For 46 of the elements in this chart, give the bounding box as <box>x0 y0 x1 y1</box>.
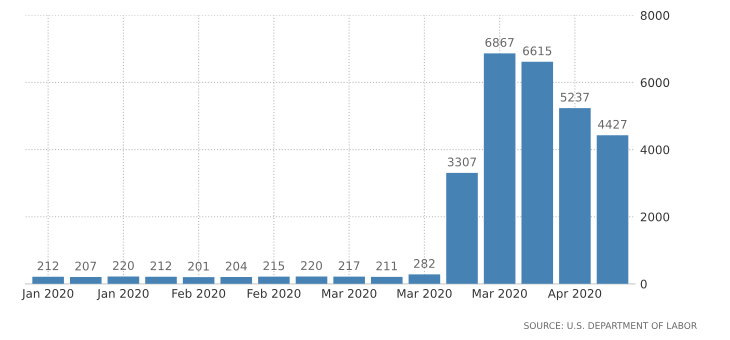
data-label: 215 <box>263 261 284 270</box>
source-note: SOURCE: U.S. DEPARTMENT OF LABOR <box>524 322 697 330</box>
bar <box>559 108 591 284</box>
x-tick-label: Mar 2020 <box>398 288 452 298</box>
bar <box>370 276 403 284</box>
bar <box>521 62 554 284</box>
data-label: 211 <box>376 261 397 270</box>
data-label: 3307 <box>448 157 476 166</box>
x-tick-label: Jan 2020 <box>96 288 149 300</box>
bar <box>220 277 252 284</box>
x-tick-label: Mar 2020 <box>322 288 376 298</box>
data-label: 204 <box>226 262 247 271</box>
data-label: 4427 <box>598 120 627 129</box>
bar <box>296 276 328 284</box>
x-tick-label: Apr 2020 <box>548 288 602 300</box>
x-tick-label: Feb 2020 <box>172 288 226 298</box>
data-label: 220 <box>301 261 322 270</box>
y-tick-label: 4000 <box>640 145 670 154</box>
bar <box>108 276 140 284</box>
bar <box>145 276 177 284</box>
data-label: 207 <box>75 262 96 270</box>
bar <box>446 172 478 284</box>
bar <box>258 276 290 284</box>
data-label: 220 <box>112 261 134 270</box>
bar <box>32 276 64 284</box>
data-label: 6615 <box>523 46 552 56</box>
data-label: 212 <box>38 261 58 270</box>
y-tick-label: 2000 <box>640 212 670 222</box>
bar <box>484 53 516 284</box>
x-tick-label: Feb 2020 <box>248 288 300 298</box>
y-tick-label: 6000 <box>640 78 670 88</box>
data-label: 5237 <box>560 92 589 102</box>
y-tick-label: 0 <box>640 280 647 289</box>
x-tick-label: Mar 2020 <box>472 288 527 298</box>
x-tick-label: Jan 2020 <box>22 288 74 300</box>
data-label: 212 <box>150 261 172 270</box>
bar <box>596 135 628 284</box>
data-label: 217 <box>338 261 360 270</box>
bar <box>333 276 365 284</box>
y-tick-label: 8000 <box>640 11 670 20</box>
bar <box>70 276 102 284</box>
bar <box>408 274 440 284</box>
data-label: 6867 <box>485 38 514 47</box>
data-label: 282 <box>414 259 434 268</box>
data-label: 201 <box>188 262 209 271</box>
bar <box>182 277 214 284</box>
